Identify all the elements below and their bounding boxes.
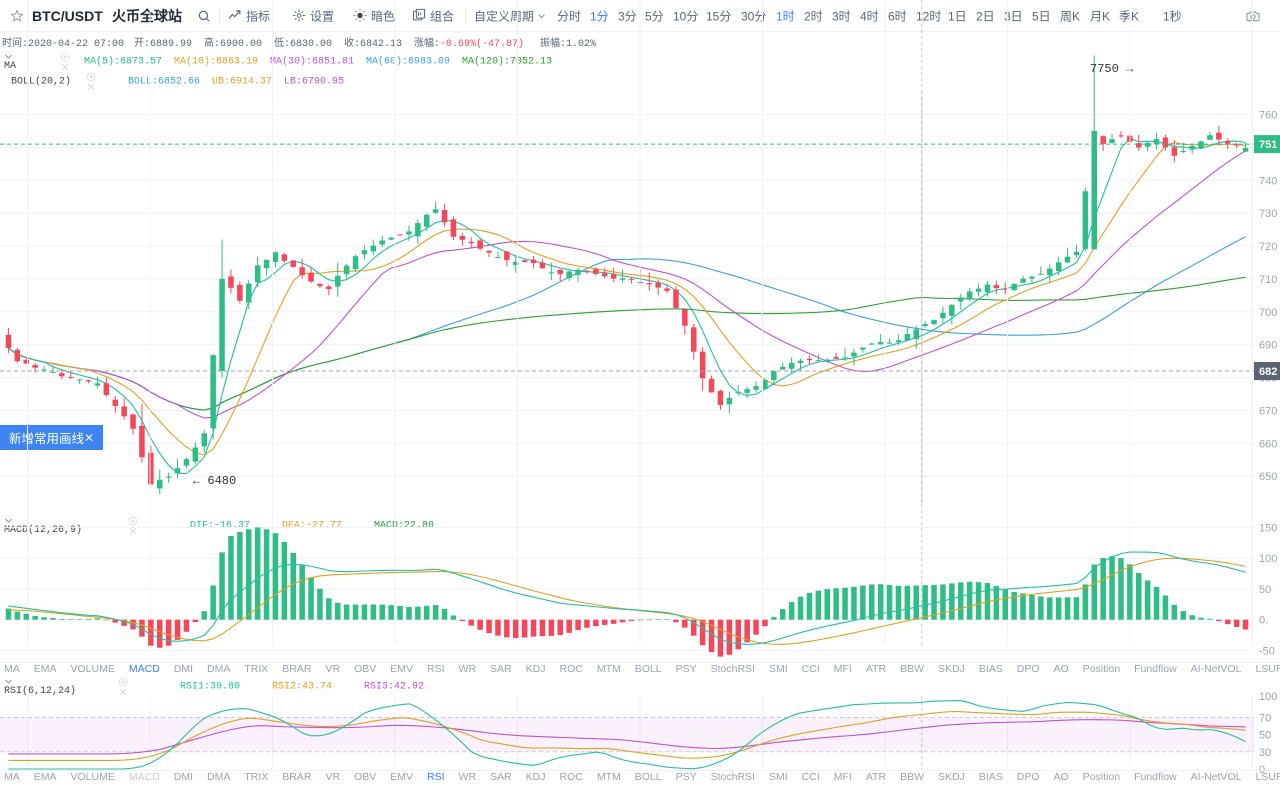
svg-text:50: 50 [1259,730,1271,742]
svg-text:100: 100 [1259,691,1277,703]
svg-text:30: 30 [1259,747,1271,759]
svg-text:70: 70 [1259,713,1271,725]
